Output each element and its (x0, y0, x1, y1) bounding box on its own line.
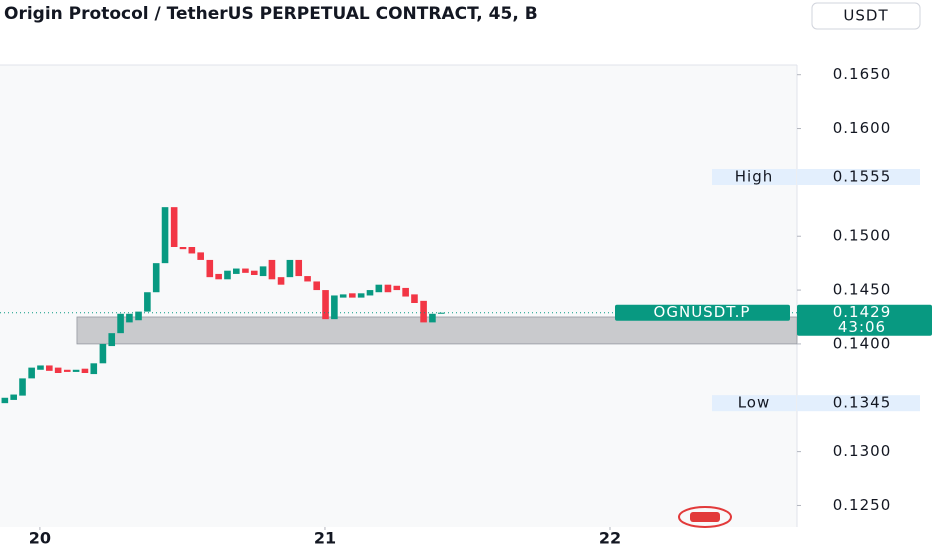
candle-body (99, 343, 107, 364)
candle-body (233, 268, 240, 274)
candle-body (1, 397, 9, 404)
candle-body (46, 365, 53, 371)
candle-body (339, 294, 347, 298)
candle-body (357, 293, 365, 298)
candle-body (304, 276, 311, 282)
candle-body (250, 270, 258, 275)
candle-body (331, 295, 338, 320)
candle-body (117, 313, 124, 334)
candle-body (366, 290, 374, 296)
candle-body (28, 367, 35, 379)
candle-body (268, 259, 276, 280)
low-value-label: 0.1345 (833, 394, 892, 412)
candle-body (402, 287, 409, 297)
currency-button[interactable] (811, 2, 921, 30)
candle-body (108, 333, 116, 347)
y-tick-label: 0.1250 (833, 496, 892, 514)
candle-body (72, 369, 80, 372)
high-name-tag (712, 169, 796, 185)
candle-body (126, 313, 133, 323)
x-tick-label: 20 (29, 529, 51, 548)
candle-body (313, 281, 320, 291)
candle-body (152, 263, 160, 293)
candle-body (420, 300, 427, 323)
candle-body (242, 268, 249, 273)
candle-body (54, 367, 62, 373)
candle-body (19, 378, 26, 396)
high-name-label: High (735, 168, 773, 186)
candle-body (322, 290, 329, 320)
last-price-label: 0.1429 (833, 303, 892, 321)
last-price-tag (797, 304, 932, 336)
candle-body (224, 270, 231, 280)
candle-body (411, 294, 418, 303)
logo (678, 506, 732, 528)
candle-body (144, 292, 151, 312)
candle-body (286, 259, 294, 278)
candle-body (295, 259, 303, 277)
y-tick-label: 0.1600 (833, 119, 892, 137)
candle-body (170, 207, 178, 247)
y-tick-label: 0.1450 (833, 281, 892, 299)
low-value-tag (797, 395, 920, 412)
candle-body (384, 284, 392, 293)
y-tick-label: 0.1650 (833, 65, 892, 83)
symbol-tag (615, 304, 790, 321)
y-tick-label: 0.1400 (833, 334, 892, 352)
candle-body (215, 273, 222, 280)
candle-body (63, 369, 71, 372)
candle-body (375, 284, 383, 293)
low-name-label: Low (738, 394, 771, 412)
candle-body (197, 252, 204, 260)
candle-body (135, 311, 142, 321)
plot-area (0, 65, 797, 527)
x-tick-label: 22 (599, 529, 621, 548)
price-zone (76, 316, 798, 345)
candle-body (37, 365, 44, 370)
candle-body (277, 277, 285, 285)
candle-body (429, 313, 436, 323)
candle-body (10, 394, 17, 400)
candle-body (188, 247, 196, 254)
candle-body (259, 266, 267, 277)
y-tick-label: 0.1500 (833, 227, 892, 245)
symbol-label: OGNUSDT.P (654, 303, 751, 321)
low-name-tag (712, 395, 796, 412)
candle-body (393, 285, 401, 291)
high-value-tag (797, 169, 920, 185)
high-value-label: 0.1555 (833, 168, 892, 186)
candle-body (179, 247, 187, 250)
candle-body (90, 363, 98, 375)
chart-title: Origin Protocol / TetherUS PERPETUAL CON… (4, 4, 538, 24)
candle-body (161, 207, 169, 264)
candle-body (437, 312, 445, 314)
countdown-label: 43:06 (838, 318, 886, 336)
candle-body (81, 368, 89, 373)
currency-label[interactable]: USDT (843, 7, 888, 25)
candle-body (206, 259, 214, 278)
y-tick-label: 0.1300 (833, 442, 892, 460)
x-tick-label: 21 (314, 529, 336, 548)
candle-body (349, 293, 356, 298)
